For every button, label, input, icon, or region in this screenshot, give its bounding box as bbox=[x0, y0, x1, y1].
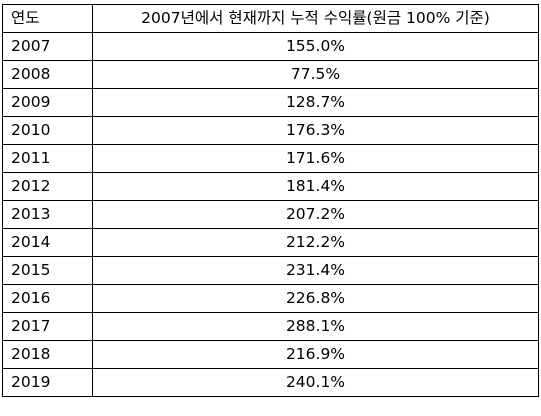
cumulative-return-cell: 77.5% bbox=[92, 60, 539, 89]
table-row: 2016 226.8% bbox=[2, 284, 539, 313]
table-row: 2007 155.0% bbox=[2, 32, 539, 61]
returns-table-container: 연도 2007년에서 현재까지 누적 수익률(원금 100% 기준) 2007 … bbox=[2, 4, 539, 397]
table-row: 2008 77.5% bbox=[2, 60, 539, 89]
cumulative-return-cell: 176.3% bbox=[92, 116, 539, 145]
table-row: 2018 216.9% bbox=[2, 340, 539, 369]
table-header-row: 연도 2007년에서 현재까지 누적 수익률(원금 100% 기준) bbox=[2, 4, 539, 33]
cumulative-return-cell: 128.7% bbox=[92, 88, 539, 117]
cumulative-return-cell: 155.0% bbox=[92, 32, 539, 61]
year-cell: 2014 bbox=[2, 228, 93, 257]
cumulative-return-cell: 288.1% bbox=[92, 312, 539, 341]
table-row: 2014 212.2% bbox=[2, 228, 539, 257]
year-cell: 2019 bbox=[2, 368, 93, 397]
year-cell: 2016 bbox=[2, 284, 93, 313]
year-cell: 2015 bbox=[2, 256, 93, 285]
year-cell: 2009 bbox=[2, 88, 93, 117]
year-cell: 2018 bbox=[2, 340, 93, 369]
table-row: 2011 171.6% bbox=[2, 144, 539, 173]
year-cell: 2011 bbox=[2, 144, 93, 173]
year-cell: 2007 bbox=[2, 32, 93, 61]
year-cell: 2017 bbox=[2, 312, 93, 341]
year-cell: 2013 bbox=[2, 200, 93, 229]
cumulative-return-cell: 231.4% bbox=[92, 256, 539, 285]
year-cell: 2010 bbox=[2, 116, 93, 145]
table-row: 2013 207.2% bbox=[2, 200, 539, 229]
table-row: 2015 231.4% bbox=[2, 256, 539, 285]
cumulative-return-cell: 216.9% bbox=[92, 340, 539, 369]
table-row: 2010 176.3% bbox=[2, 116, 539, 145]
cumulative-return-cell: 181.4% bbox=[92, 172, 539, 201]
year-column-header: 연도 bbox=[2, 4, 93, 33]
cumulative-return-cell: 240.1% bbox=[92, 368, 539, 397]
cumulative-return-cell: 207.2% bbox=[92, 200, 539, 229]
cumulative-return-cell: 171.6% bbox=[92, 144, 539, 173]
cumulative-return-column-header: 2007년에서 현재까지 누적 수익률(원금 100% 기준) bbox=[92, 4, 539, 33]
cumulative-return-cell: 226.8% bbox=[92, 284, 539, 313]
cumulative-returns-table: 연도 2007년에서 현재까지 누적 수익률(원금 100% 기준) 2007 … bbox=[2, 4, 539, 397]
year-cell: 2008 bbox=[2, 60, 93, 89]
table-row: 2009 128.7% bbox=[2, 88, 539, 117]
table-row: 2017 288.1% bbox=[2, 312, 539, 341]
cumulative-return-cell: 212.2% bbox=[92, 228, 539, 257]
table-row: 2019 240.1% bbox=[2, 368, 539, 397]
year-cell: 2012 bbox=[2, 172, 93, 201]
table-row: 2012 181.4% bbox=[2, 172, 539, 201]
